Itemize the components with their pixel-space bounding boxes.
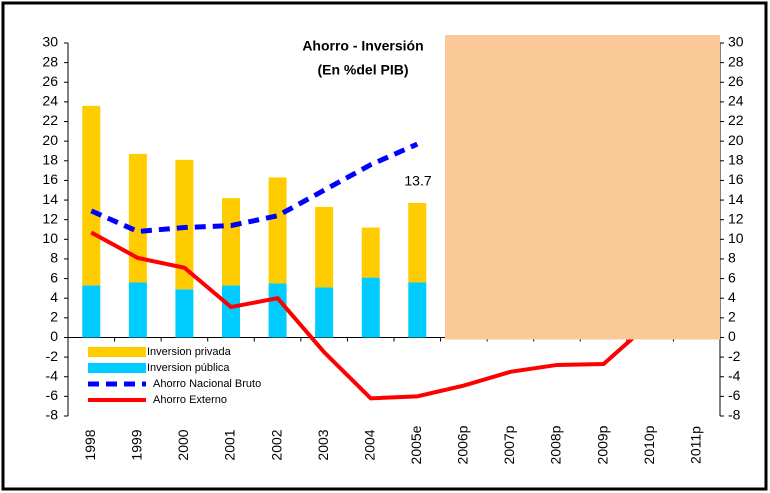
y2-tick-label: 12 <box>728 210 744 226</box>
legend-swatch <box>88 347 146 357</box>
y2-tick-label: -4 <box>728 367 741 383</box>
bar <box>361 227 380 278</box>
legend-label: Ahorro Nacional Bruto <box>153 378 261 390</box>
y-tick-label: -4 <box>46 367 59 383</box>
y2-tick-label: 28 <box>728 53 744 69</box>
y-tick-label: 24 <box>42 93 58 109</box>
y-tick-label: -6 <box>46 387 59 403</box>
y2-tick-label: 0 <box>728 328 736 344</box>
x-tick-label: 2002 <box>268 429 284 460</box>
chart-subtitle: (En %del PIB) <box>317 62 408 78</box>
x-tick-label: 2007p <box>501 425 517 464</box>
y-tick-label: 22 <box>42 112 58 128</box>
x-tick-label: 1999 <box>129 429 145 460</box>
projection-cover <box>445 35 720 340</box>
y2-tick-label: 30 <box>728 34 744 50</box>
bar <box>128 282 147 338</box>
y-tick-label: 0 <box>50 328 58 344</box>
legend-label: Inversion pública <box>147 362 230 374</box>
bar <box>268 283 287 338</box>
bar <box>82 285 101 338</box>
chart-title: Ahorro - Inversión <box>302 38 423 54</box>
x-tick-label: 2011p <box>687 426 703 464</box>
bar <box>222 198 240 286</box>
y-tick-label: 30 <box>42 34 58 50</box>
legend-label: Ahorro Externo <box>153 394 227 406</box>
y2-tick-label: -2 <box>728 348 741 364</box>
bar <box>408 282 427 338</box>
y-tick-label: 6 <box>50 269 58 285</box>
x-tick-label: 2009p <box>594 425 610 464</box>
legend-label: Inversion privada <box>147 346 232 358</box>
bar <box>175 159 194 290</box>
y2-tick-label: 24 <box>728 93 744 109</box>
y-tick-label: 14 <box>42 191 58 207</box>
line-series <box>90 141 419 235</box>
bar <box>361 277 380 338</box>
y2-tick-label: 20 <box>728 132 744 148</box>
bar <box>268 177 287 284</box>
y-tick-label: 4 <box>50 289 58 305</box>
bar <box>315 287 334 338</box>
y2-tick-label: 4 <box>728 289 736 305</box>
y-tick-label: 28 <box>42 53 58 69</box>
bar <box>408 202 427 283</box>
x-tick-label: 2003 <box>315 429 331 460</box>
y2-tick-label: 2 <box>728 309 736 325</box>
y2-tick-label: 26 <box>728 73 744 89</box>
x-tick-label: 2010p <box>641 425 657 464</box>
x-tick-label: 2000 <box>175 429 191 460</box>
bar <box>128 153 147 283</box>
x-tick-label: 2004 <box>361 429 377 460</box>
y-tick-label: 16 <box>42 171 58 187</box>
bar <box>315 206 334 288</box>
y2-tick-label: -8 <box>728 407 741 423</box>
bar <box>175 289 194 338</box>
y2-tick-label: -6 <box>728 387 741 403</box>
y-tick-label: 12 <box>42 210 58 226</box>
y2-tick-label: 6 <box>728 269 736 285</box>
y-tick-label: 20 <box>42 132 58 148</box>
y-tick-label: 2 <box>50 309 58 325</box>
legend-swatch <box>88 363 146 373</box>
y2-tick-label: 8 <box>728 250 736 266</box>
bar <box>82 105 101 286</box>
bar <box>222 285 240 338</box>
y-tick-label: 26 <box>42 73 58 89</box>
y-tick-label: 8 <box>50 250 58 266</box>
y2-tick-label: 22 <box>728 112 744 128</box>
x-tick-label: 2008p <box>548 425 564 464</box>
x-tick-label: 1998 <box>82 429 98 460</box>
annotation: 13.7 <box>404 173 431 189</box>
y2-tick-label: 14 <box>728 191 744 207</box>
x-tick-label: 2005e <box>408 425 424 464</box>
y-tick-label: -2 <box>46 348 59 364</box>
y2-tick-label: 18 <box>728 151 744 167</box>
y-tick-label: 18 <box>42 151 58 167</box>
line-series <box>90 230 652 401</box>
x-tick-label: 2001 <box>222 429 238 460</box>
y-tick-label: 10 <box>42 230 58 246</box>
y-tick-label: -8 <box>46 407 59 423</box>
x-tick-label: 2006p <box>455 425 471 464</box>
y2-tick-label: 10 <box>728 230 744 246</box>
y2-tick-label: 16 <box>728 171 744 187</box>
